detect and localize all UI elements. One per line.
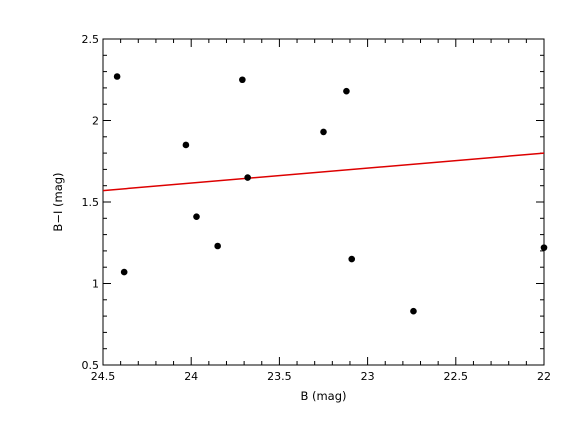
x-tick-label: 22 [537,370,551,383]
y-tick-label: 1 [92,278,99,291]
data-point [214,242,221,250]
y-tick-label: 1.5 [82,196,100,209]
data-point [540,244,548,251]
fit-line [102,152,545,192]
data-points [113,73,548,315]
axis-ticks [102,38,545,366]
data-point [239,76,246,84]
x-tick-label: 24.5 [91,370,116,383]
data-point [113,73,121,80]
x-axis-label: B (mag) [300,389,346,403]
data-point [348,255,356,263]
x-tick-label: 24 [184,370,198,383]
plot-frame [102,38,545,366]
y-tick-label: 2 [92,115,99,128]
x-tick-label: 23.5 [267,370,292,383]
data-point [320,128,327,136]
fit-line-layer [102,152,545,192]
y-tick-label: 0.5 [82,359,100,372]
y-tick-label: 2.5 [82,33,100,46]
data-point [343,87,350,95]
data-point [193,213,200,220]
data-point [410,307,417,315]
y-axis-label: B−I (mag) [51,172,65,231]
data-point [120,268,128,276]
data-point [182,141,190,149]
tick-labels: 24.5 24 23.5 23 22.5 220.511.522.5 [82,33,552,383]
data-point [244,174,251,181]
x-tick-label: 22.5 [444,370,469,383]
x-tick-label: 23 [361,370,375,383]
